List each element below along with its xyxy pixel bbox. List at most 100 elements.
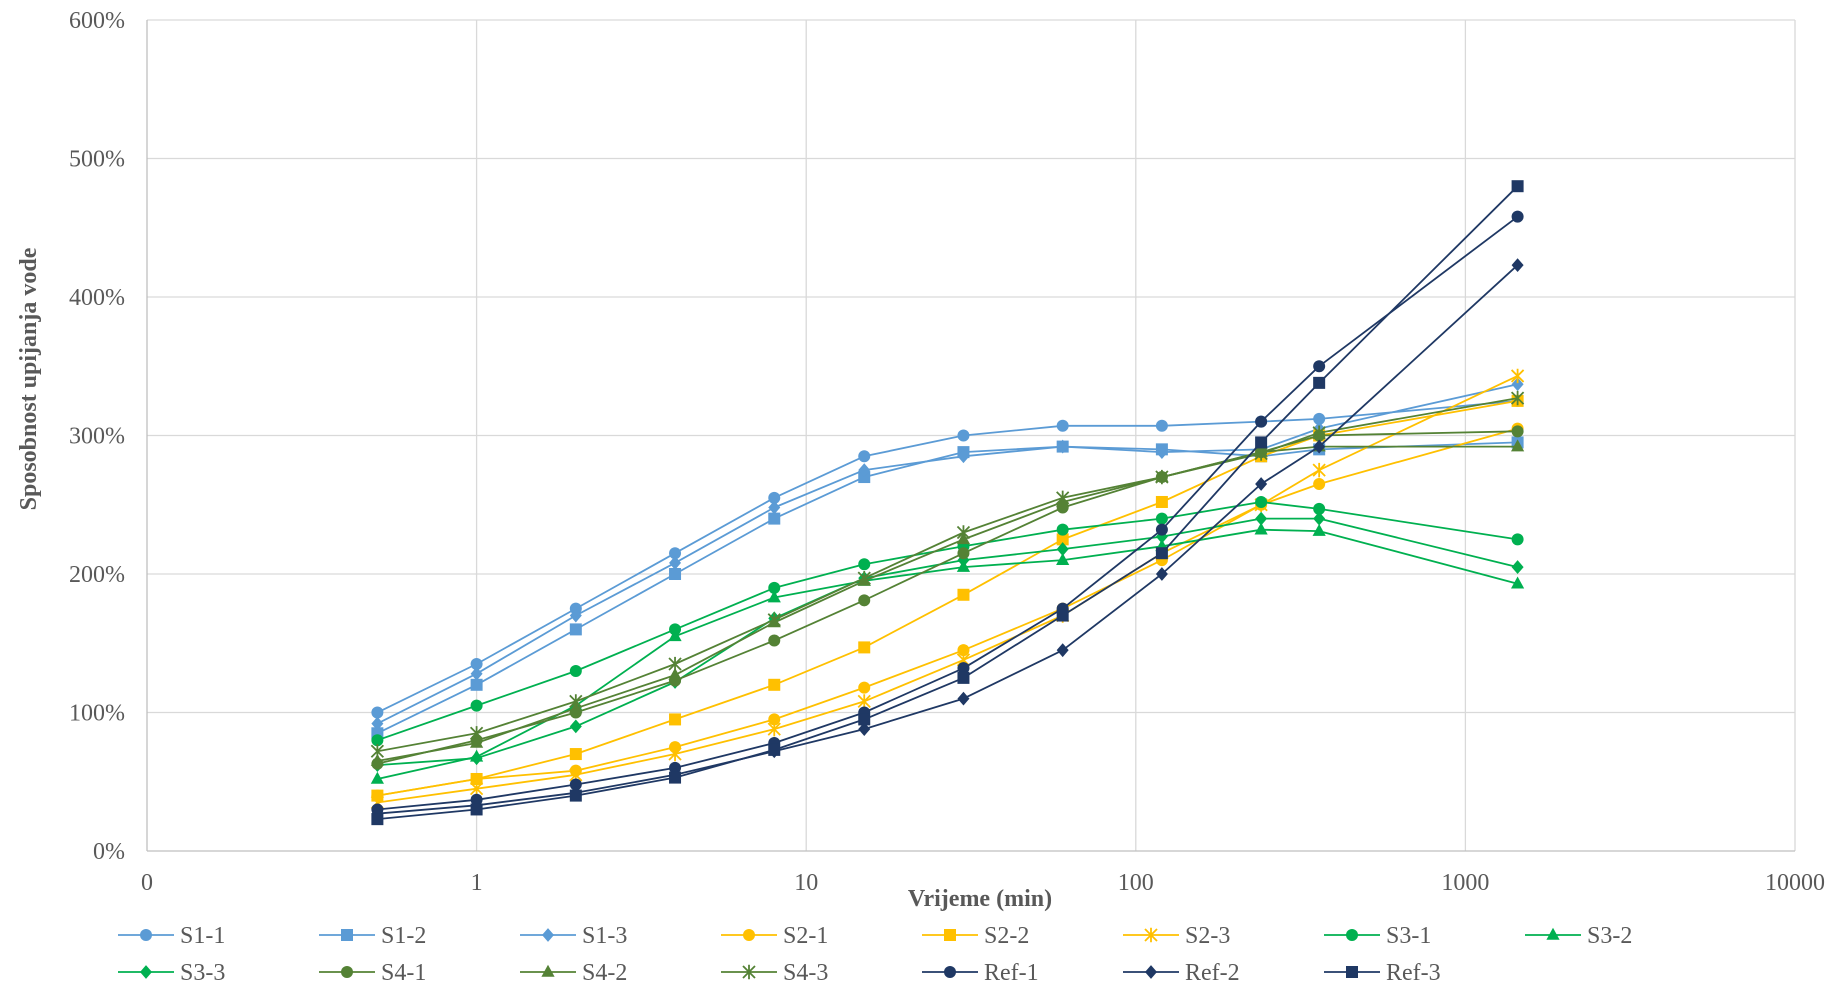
legend-item-s2-3: S2-3	[1123, 923, 1230, 949]
data-point	[1255, 436, 1268, 449]
data-point	[1313, 477, 1326, 490]
data-point	[957, 429, 970, 442]
series-line	[377, 528, 1518, 780]
legend-item-ref-1: Ref-1	[922, 960, 1039, 986]
legend-item-s2-2: S2-2	[922, 923, 1029, 949]
data-point	[569, 778, 582, 791]
legend-item-ref-3: Ref-3	[1324, 960, 1441, 986]
data-point	[569, 748, 582, 761]
data-point	[1254, 446, 1268, 461]
y-tick-label: 300%	[69, 424, 125, 450]
data-point	[569, 789, 582, 802]
axes: 0% 100% 200% 300% 400% 500% 600% 0 1 10 100 1000 100…	[69, 8, 1825, 896]
data-point	[1255, 511, 1268, 526]
data-point	[1511, 425, 1524, 438]
data-point	[1510, 439, 1525, 452]
data-point	[1255, 495, 1268, 508]
data-point	[858, 450, 871, 463]
data-point	[469, 726, 484, 741]
data-point	[470, 678, 483, 691]
legend-label: S4-2	[582, 960, 627, 986]
data-point	[669, 568, 682, 580]
data-point	[768, 634, 781, 647]
x-tick-label: 100	[1118, 870, 1154, 896]
series-layer	[370, 180, 1525, 826]
series-s4-3	[370, 390, 1525, 759]
data-point	[668, 656, 682, 672]
series-line	[377, 215, 1519, 811]
data-point	[1155, 523, 1168, 536]
data-point	[1056, 419, 1069, 432]
data-point	[669, 547, 682, 560]
data-point	[371, 716, 384, 731]
data-point	[470, 803, 483, 816]
data-point	[957, 671, 970, 684]
legend-marker	[140, 965, 152, 979]
data-point	[1155, 567, 1168, 581]
data-point	[1255, 477, 1268, 491]
data-point	[768, 581, 781, 594]
series-s1-1	[371, 394, 1524, 719]
data-point	[1056, 609, 1069, 622]
data-point	[1312, 462, 1326, 478]
data-point	[569, 664, 582, 677]
data-point	[569, 602, 582, 615]
series-line	[377, 397, 1518, 753]
y-tick-label: 200%	[69, 562, 125, 588]
series-s4-1	[371, 425, 1524, 770]
data-point	[767, 590, 781, 603]
data-point	[668, 746, 682, 762]
data-point	[1511, 258, 1524, 273]
data-point	[1511, 180, 1524, 193]
data-point	[1511, 377, 1524, 392]
data-point	[858, 463, 871, 478]
legend: S1-1 S1-2 S1-3 S2-1 S2-2 S2-3 S3-1 S3-2 S3-3 S4-1…	[118, 923, 1632, 986]
data-point	[768, 713, 781, 726]
grid-lines	[147, 19, 1796, 851]
series-ref-3	[371, 180, 1524, 826]
data-point	[569, 608, 582, 623]
data-point	[1511, 210, 1524, 223]
y-tick-label: 100%	[69, 701, 125, 727]
series-line	[377, 400, 1518, 797]
data-point	[956, 525, 971, 540]
data-point	[470, 735, 484, 748]
legend-marker	[140, 929, 152, 941]
data-point	[569, 623, 582, 636]
x-tick-label: 1000	[1441, 870, 1489, 896]
data-point	[767, 721, 781, 737]
data-point	[957, 449, 970, 464]
y-tick-label: 500%	[69, 147, 125, 173]
data-point	[1313, 376, 1326, 389]
series-ref-1	[371, 210, 1524, 816]
data-point	[857, 694, 871, 709]
data-point	[1155, 495, 1168, 508]
data-point	[669, 713, 682, 726]
legend-label: S1-3	[582, 923, 627, 949]
data-point	[1511, 533, 1524, 546]
legend-label: Ref-1	[984, 960, 1039, 986]
data-point	[371, 813, 384, 826]
data-point	[1510, 368, 1525, 384]
data-point	[768, 500, 781, 515]
legend-item-s1-3: S1-3	[520, 923, 627, 949]
data-point	[370, 771, 384, 784]
legend-marker	[944, 966, 956, 978]
legend-marker	[341, 929, 353, 941]
data-point	[1056, 643, 1069, 658]
legend-label: S4-3	[783, 960, 828, 986]
series-s2-1	[371, 422, 1524, 802]
data-point	[768, 743, 781, 756]
data-point	[957, 662, 970, 675]
data-point	[1056, 490, 1070, 506]
data-point	[1155, 469, 1169, 485]
legend-item-s3-1: S3-1	[1324, 923, 1431, 949]
data-point	[858, 681, 871, 694]
data-point	[1313, 439, 1326, 454]
data-point	[1155, 512, 1168, 525]
data-point	[1313, 360, 1326, 373]
legend-label: S1-1	[180, 923, 225, 949]
legend-label: S2-1	[783, 923, 828, 949]
legend-item-s1-1: S1-1	[118, 923, 225, 949]
data-point	[957, 547, 970, 560]
